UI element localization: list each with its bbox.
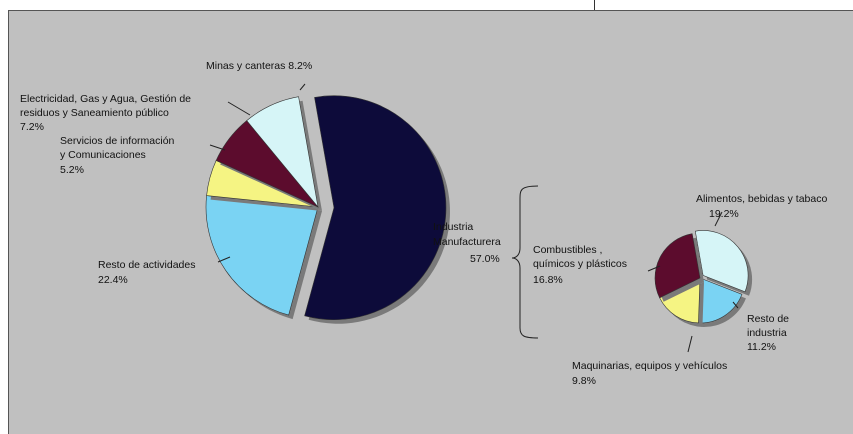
label-resto-industria-line-1: Resto de xyxy=(747,313,789,325)
label-maquinarias: Maquinarias, equipos y vehículos xyxy=(572,360,727,372)
label-electricidad-value: 7.2% xyxy=(20,121,44,133)
label-resto-industria-value: 11.2% xyxy=(747,341,776,353)
leader-alimentos xyxy=(714,211,723,227)
label-industria-name-2: Manufacturera xyxy=(433,236,501,248)
label-alimentos-value: 19.2% xyxy=(709,208,739,220)
sub-pie xyxy=(654,230,753,328)
main-slice-4 xyxy=(246,96,319,209)
bracket xyxy=(511,185,539,339)
leader-resto-industria xyxy=(732,301,739,309)
label-servicios-line-2: y Comunicaciones xyxy=(60,149,146,161)
leader-maquinarias xyxy=(687,335,693,353)
main-pie xyxy=(205,95,450,324)
label-electricidad-line-2: residuos y Saneamiento público xyxy=(20,107,169,119)
label-servicios-value: 5.2% xyxy=(60,164,84,176)
sub-slice-2 xyxy=(659,277,701,324)
label-resto-actividades: Resto de actividades xyxy=(98,259,195,271)
label-combustibles-line-2: químicos y plásticos xyxy=(533,258,627,270)
label-electricidad-line-1: Electricidad, Gas y Agua, Gestión de xyxy=(20,93,191,105)
leader-minas xyxy=(299,83,306,91)
leader-servicios xyxy=(209,144,226,151)
sub-slice-0 xyxy=(694,230,749,293)
main-slice-0 xyxy=(304,95,447,320)
label-maquinarias-value: 9.8% xyxy=(572,375,596,387)
label-servicios-line-1: Servicios de información xyxy=(60,135,175,147)
leader-combustibles xyxy=(647,265,661,272)
label-industria-value: 57.0% xyxy=(470,253,500,265)
sub-slice-3 xyxy=(654,233,701,299)
label-combustibles-line-1: Combustibles , xyxy=(533,244,602,256)
leader-electricidad xyxy=(227,101,251,116)
label-combustibles-value: 16.8% xyxy=(533,274,563,286)
label-resto-actividades-value: 22.4% xyxy=(98,274,128,286)
top-tick-mark xyxy=(594,0,595,10)
main-slice-1 xyxy=(205,195,319,316)
label-minas: Minas y canteras 8.2% xyxy=(206,60,312,72)
label-resto-industria-line-2: industria xyxy=(747,327,787,339)
leader-resto xyxy=(217,256,231,263)
label-alimentos: Alimentos, bebidas y tabaco xyxy=(696,193,827,205)
label-industria-name-1: Industria xyxy=(433,221,473,233)
